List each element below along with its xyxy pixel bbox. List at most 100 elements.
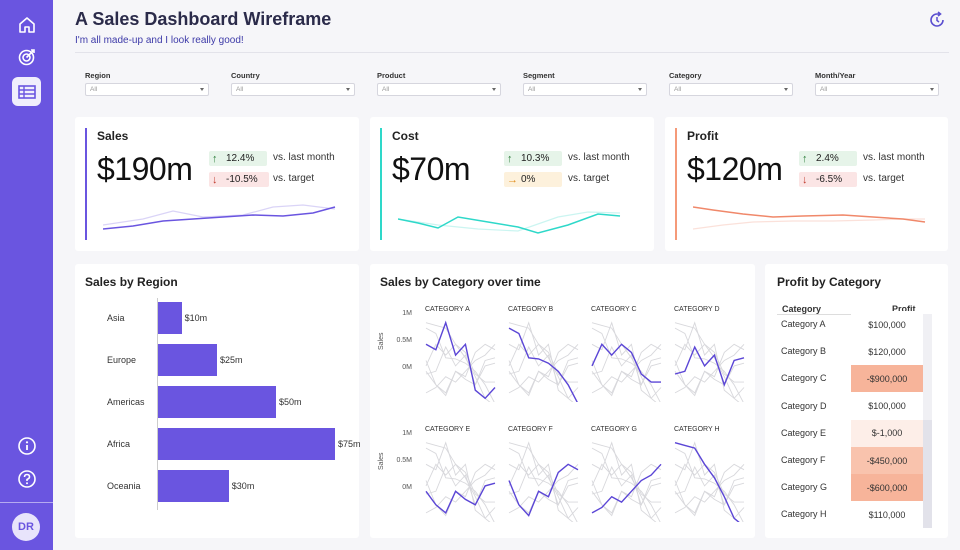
y-tick-label: 1M (402, 430, 412, 437)
chevron-down-icon[interactable] (930, 88, 934, 91)
kpi-badge-month: ↑ 2.4% (799, 151, 857, 166)
table-row[interactable]: Category H $110,000 (777, 501, 923, 529)
region-label: Oceania (107, 481, 141, 491)
category-ghost-line (425, 465, 496, 507)
sales-by-category-title: Sales by Category over time (380, 275, 541, 289)
kpi-accent-bar (675, 128, 677, 240)
y-tick-label: 0.5M (396, 457, 412, 464)
category-ghost-line (674, 482, 745, 514)
category-panel-title: CATEGORY A (425, 306, 470, 313)
region-bar[interactable] (158, 470, 229, 502)
category-series-line[interactable] (508, 327, 578, 402)
filter-select[interactable]: All (815, 83, 939, 96)
category-ghost-line (674, 463, 744, 503)
region-bar[interactable] (158, 428, 335, 460)
category-panel-title: CATEGORY F (508, 426, 553, 433)
refresh-icon[interactable] (927, 10, 947, 35)
category-ghost-line (508, 447, 578, 522)
category-ghost-line (508, 343, 578, 383)
region-label: Europe (107, 355, 137, 365)
y-tick-label: 1M (402, 310, 412, 317)
category-panel-chart (508, 321, 579, 402)
region-bar[interactable] (158, 302, 182, 334)
category-series-line[interactable] (425, 320, 496, 400)
category-series-line[interactable] (591, 343, 661, 383)
category-panel-chart (425, 441, 496, 522)
arrow-flat-icon: → (507, 173, 518, 186)
chevron-down-icon[interactable] (638, 88, 642, 91)
category-series-line[interactable] (674, 345, 745, 387)
table-cell-profit: -$450,000 (851, 447, 923, 474)
sparkline-comparison (693, 218, 925, 230)
region-bar[interactable] (158, 386, 276, 418)
sparkline-current (103, 206, 336, 230)
category-ghost-line (425, 447, 495, 522)
page-subtitle: I'm all made-up and I look really good! (75, 35, 244, 46)
table-cell-profit: -$900,000 (851, 365, 923, 393)
category-ghost-line (591, 345, 662, 387)
category-ghost-line (591, 465, 662, 507)
kpi-card-sales: Sales $190m ↑ 12.4% vs. last month ↓ -10.5% vs.… (75, 117, 359, 251)
region-bar[interactable] (158, 344, 217, 376)
category-ghost-line (425, 362, 496, 394)
category-ghost-line (674, 463, 745, 514)
filter-select[interactable]: All (377, 83, 501, 96)
table-cell-profit: -$600,000 (851, 474, 923, 502)
table-cell-category: Category E (781, 427, 827, 438)
filter-select[interactable]: All (231, 83, 355, 96)
filter-value: All (90, 86, 98, 93)
table-row[interactable]: Category A $100,000 (777, 311, 923, 338)
filter-select[interactable]: All (523, 83, 647, 96)
kpi-badge-label: vs. target (273, 173, 315, 184)
category-series-line[interactable] (591, 463, 662, 514)
category-panel-title: CATEGORY C (591, 306, 637, 313)
category-ghost-line (674, 322, 740, 402)
help-icon[interactable] (12, 464, 41, 493)
kpi-title: Profit (687, 129, 719, 143)
sales-by-category-card: Sales by Category over time Sales 1M 0.5M 0… (370, 264, 755, 538)
arrow-down-icon: ↓ (212, 173, 218, 186)
table-row[interactable]: Category G -$600,000 (777, 474, 923, 502)
table-row[interactable]: Category C -$900,000 (777, 365, 923, 393)
category-series-line[interactable] (674, 442, 744, 522)
kpi-title: Sales (97, 129, 129, 143)
table-cell-category: Category G (781, 482, 828, 493)
filter-value: All (820, 86, 828, 93)
filter-label: Category (669, 71, 702, 80)
chevron-down-icon[interactable] (200, 88, 204, 91)
chevron-down-icon[interactable] (346, 88, 350, 91)
info-icon[interactable] (12, 431, 41, 460)
table-row[interactable]: Category F -$450,000 (777, 447, 923, 474)
category-panel-chart (425, 320, 496, 402)
table-row[interactable]: Category B $120,000 (777, 338, 923, 366)
filter-select[interactable]: All (669, 83, 793, 96)
filter-region: Region All (85, 71, 209, 96)
y-tick-label: 0M (402, 484, 412, 491)
table-row[interactable]: Category E $-1,000 (777, 419, 923, 447)
category-ghost-line (508, 442, 574, 522)
category-ghost-line (425, 463, 495, 503)
category-panel-title: CATEGORY E (425, 426, 471, 433)
category-panel-chart (674, 441, 745, 522)
home-icon[interactable] (12, 10, 41, 39)
table-scrollbar[interactable] (923, 314, 932, 528)
category-ghost-line (508, 482, 579, 514)
sparkline-comparison (103, 204, 336, 226)
category-ghost-line (674, 327, 744, 402)
category-ghost-line (508, 465, 579, 507)
avatar[interactable]: DR (12, 513, 40, 541)
sparkline-current (398, 213, 621, 234)
category-ghost-line (425, 322, 491, 402)
table-scrollbar-thumb[interactable] (923, 420, 932, 528)
category-series-line[interactable] (425, 482, 496, 515)
table-row[interactable]: Category D $100,000 (777, 392, 923, 420)
category-series-line[interactable] (508, 463, 579, 517)
filter-select[interactable]: All (85, 83, 209, 96)
category-panel-title: CATEGORY H (674, 426, 720, 433)
kpi-accent-bar (85, 128, 87, 240)
chevron-down-icon[interactable] (492, 88, 496, 91)
chevron-down-icon[interactable] (784, 88, 788, 91)
target-icon[interactable] (12, 42, 41, 71)
table-icon[interactable] (12, 77, 41, 106)
category-ghost-line (591, 343, 662, 394)
